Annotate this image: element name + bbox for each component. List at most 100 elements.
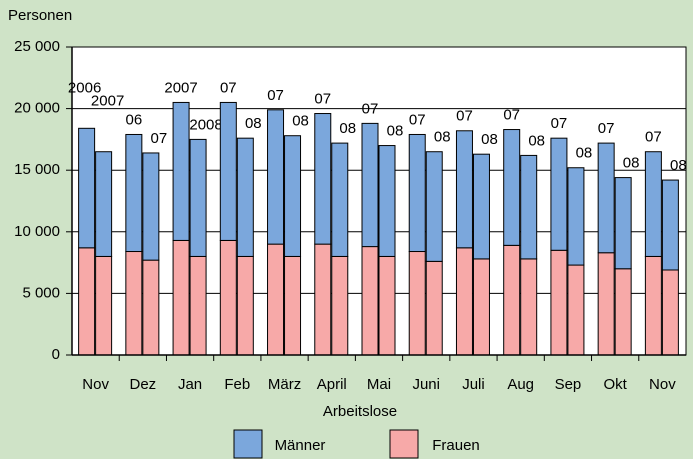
bar-segment xyxy=(189,138,207,257)
bar-segment xyxy=(172,239,190,356)
bar-label: 07 xyxy=(151,130,168,147)
x-tick-label: März xyxy=(268,376,301,393)
bar-segment xyxy=(236,137,254,257)
bar-label: 08 xyxy=(245,115,262,132)
bar-segment xyxy=(95,151,113,257)
bar-label: 2007 xyxy=(91,93,124,110)
bar-segment xyxy=(361,246,379,356)
bar-segment xyxy=(644,255,662,356)
y-axis-label: Personen xyxy=(8,7,72,24)
bar-label: 2008 xyxy=(189,116,222,133)
bar-segment xyxy=(550,249,568,356)
y-tick-label: 25 000 xyxy=(14,38,60,55)
x-tick-label: Juli xyxy=(462,376,485,393)
bar-label: 2007 xyxy=(164,79,197,96)
bar-segment xyxy=(219,239,237,356)
bar-segment xyxy=(425,151,443,262)
bar-segment xyxy=(597,252,615,356)
x-tick-label: Juni xyxy=(412,376,440,393)
y-tick-label: 20 000 xyxy=(14,100,60,117)
bar-segment xyxy=(284,255,302,356)
bar-label: 07 xyxy=(456,108,473,125)
bar-segment xyxy=(378,255,396,356)
bar-label: 08 xyxy=(481,131,498,148)
bar-segment xyxy=(644,151,662,257)
bar-label: 07 xyxy=(598,120,615,137)
bar-segment xyxy=(361,122,379,248)
bar-label: 07 xyxy=(362,100,379,117)
bar-segment xyxy=(520,154,538,260)
bar-segment xyxy=(267,109,285,245)
bar-segment xyxy=(614,177,632,270)
bar-segment xyxy=(78,247,96,356)
bar-segment xyxy=(189,255,207,356)
bar-label: 08 xyxy=(670,157,687,174)
bar-label: 08 xyxy=(339,120,356,137)
x-tick-label: Mai xyxy=(367,376,391,393)
x-tick-label: Dez xyxy=(130,376,157,393)
bar-label: 08 xyxy=(623,155,640,172)
x-tick-label: Nov xyxy=(649,376,676,393)
x-tick-label: Feb xyxy=(224,376,250,393)
bar-label: 08 xyxy=(528,132,545,149)
bar-label: 08 xyxy=(387,123,404,140)
bar-segment xyxy=(503,129,521,246)
bar-segment xyxy=(142,152,160,261)
bar-segment xyxy=(661,269,679,356)
bar-label: 07 xyxy=(409,111,426,128)
y-tick-label: 5 000 xyxy=(22,284,60,301)
bar-segment xyxy=(425,260,443,356)
bar-segment xyxy=(455,130,473,249)
bar-segment xyxy=(314,243,332,356)
bar-segment xyxy=(503,244,521,356)
bar-segment xyxy=(331,142,349,257)
x-tick-label: Aug xyxy=(507,376,534,393)
bar-label: 08 xyxy=(576,145,593,162)
y-tick-label: 10 000 xyxy=(14,223,60,240)
bar-segment xyxy=(125,133,143,253)
bar-segment xyxy=(614,268,632,356)
bar-segment xyxy=(95,255,113,356)
bar-label: 07 xyxy=(503,107,520,124)
bar-label: 06 xyxy=(126,111,143,128)
y-tick-label: 15 000 xyxy=(14,161,60,178)
x-tick-label: Jan xyxy=(178,376,202,393)
bar-segment xyxy=(236,255,254,356)
legend-swatch xyxy=(233,429,263,459)
bar-segment xyxy=(142,259,160,356)
bar-label: 07 xyxy=(645,129,662,146)
x-tick-label: Sep xyxy=(555,376,582,393)
bar-segment xyxy=(550,137,568,251)
y-tick-label: 0 xyxy=(52,346,60,363)
bar-segment xyxy=(78,127,96,249)
bar-label: 08 xyxy=(292,113,309,130)
x-tick-label: Okt xyxy=(603,376,627,393)
bar-segment xyxy=(284,135,302,257)
bar-segment xyxy=(125,251,143,356)
bar-segment xyxy=(331,255,349,356)
bar-segment xyxy=(567,264,585,356)
legend-label: Frauen xyxy=(432,437,480,454)
bar-segment xyxy=(472,153,490,260)
legend-swatch xyxy=(389,429,419,459)
x-tick-label: April xyxy=(317,376,347,393)
bar-label: 08 xyxy=(434,129,451,146)
bar-segment xyxy=(597,142,615,254)
bar-segment xyxy=(472,258,490,356)
bar-segment xyxy=(267,243,285,356)
legend-label: Männer xyxy=(275,437,326,454)
bar-segment xyxy=(455,247,473,356)
bar-segment xyxy=(408,133,426,253)
legend-title: Arbeitslose xyxy=(323,403,397,420)
bar-label: 07 xyxy=(267,87,284,104)
bar-segment xyxy=(520,258,538,356)
bar-label: 07 xyxy=(220,79,237,96)
bar-segment xyxy=(661,179,679,271)
x-tick-label: Nov xyxy=(82,376,109,393)
bar-label: 07 xyxy=(551,115,568,132)
bar-label: 07 xyxy=(314,90,331,107)
bar-segment xyxy=(408,251,426,356)
bar-label: 2006 xyxy=(68,79,101,96)
bar-segment xyxy=(314,113,332,245)
bar-segment xyxy=(378,145,396,257)
